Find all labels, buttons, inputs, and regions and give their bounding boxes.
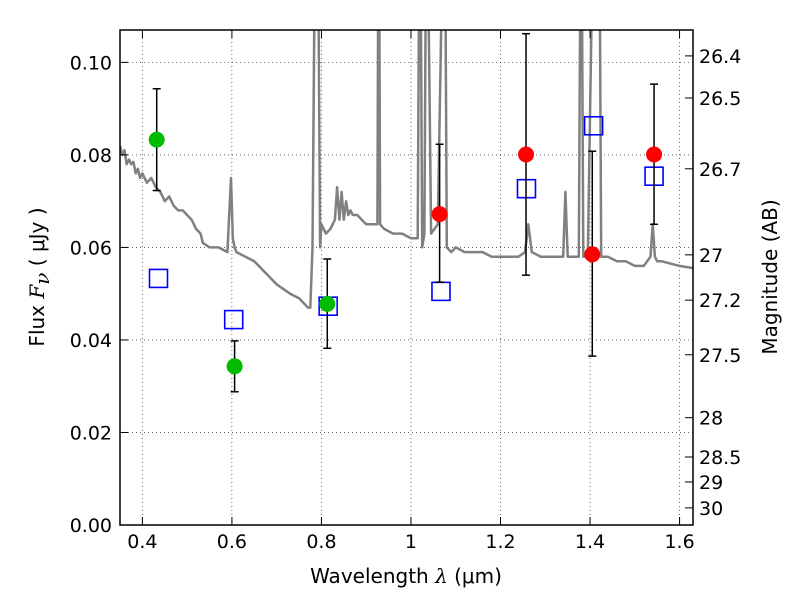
right-tick-label: 26.4	[699, 46, 741, 68]
x-tick-label: 0.4	[127, 531, 157, 553]
data-point	[148, 131, 165, 148]
grid	[120, 30, 693, 526]
data-point	[431, 206, 448, 223]
y-tick-label: 0.08	[70, 145, 112, 167]
data-point	[518, 146, 535, 163]
y-tick-label: 0.10	[70, 52, 112, 74]
right-tick-label: 27.5	[699, 345, 741, 367]
spectrum-line	[120, 30, 693, 309]
x-tick-label: 1.2	[485, 531, 515, 553]
x-axis-label: Wavelength λ (μm)	[310, 564, 502, 588]
x-tick-label: 0.6	[217, 531, 247, 553]
observed-photometry-points	[148, 32, 663, 393]
y-tick-label: 0.00	[70, 515, 112, 537]
x-tick-label: 0.8	[306, 531, 336, 553]
right-axis-label: Magnitude (AB)	[758, 199, 782, 354]
y-tick-label: 0.02	[70, 422, 112, 444]
right-tick-label: 29	[699, 472, 723, 494]
right-tick-label: 28.5	[699, 447, 741, 469]
y-axis-label: Flux Fν ( μJy )	[25, 207, 54, 346]
data-point	[226, 358, 243, 375]
model-square	[223, 309, 244, 330]
right-tick-label: 28	[699, 408, 723, 430]
x-tick-label: 1	[405, 531, 417, 553]
right-tick-label: 27.2	[699, 290, 741, 312]
model-square	[148, 268, 169, 289]
data-point	[646, 146, 663, 163]
right-tick-label: 27	[699, 245, 723, 267]
axis-ticks: 0.4 0.6 0.8 1 1.2 1.4 1.6 0.00 0.02 0.04 0.06 0.08 0…	[70, 30, 741, 553]
x-tick-label: 1.4	[575, 531, 605, 553]
model-square	[583, 115, 604, 136]
data-point	[584, 246, 601, 263]
model-spectrum	[120, 30, 693, 309]
y-tick-label: 0.06	[70, 237, 112, 259]
data-point	[319, 295, 336, 312]
x-tick-label: 1.6	[664, 531, 694, 553]
plot-frame	[119, 29, 694, 526]
right-tick-label: 26.7	[699, 159, 741, 181]
right-tick-label: 26.5	[699, 88, 741, 110]
y-tick-label: 0.04	[70, 330, 112, 352]
right-tick-label: 30	[699, 498, 723, 520]
